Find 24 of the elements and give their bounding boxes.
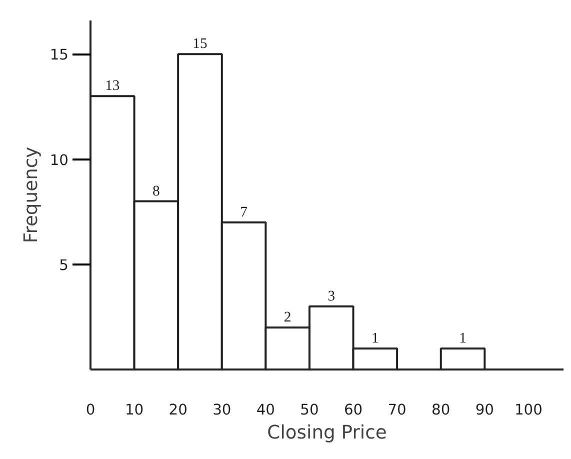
x-tick-label: 20 — [168, 402, 188, 418]
x-tick-label: 30 — [212, 402, 232, 418]
x-tick-label: 90 — [475, 402, 494, 418]
x-tick-label: 70 — [388, 402, 406, 418]
data-label: 7 — [240, 204, 248, 220]
data-label: 1 — [372, 330, 379, 346]
x-tick-label: 100 — [514, 402, 542, 418]
y-tick-label: 5 — [59, 256, 69, 274]
data-label: 2 — [284, 309, 292, 326]
y-tick-label: 10 — [50, 152, 69, 169]
data-label: 3 — [328, 288, 336, 304]
y-tick-label: 15 — [50, 46, 69, 64]
x-tick-label: 50 — [300, 402, 319, 418]
data-label: 15 — [192, 36, 208, 52]
x-tick-label: 40 — [256, 402, 276, 418]
data-label: 13 — [105, 78, 120, 94]
y-axis-title: Frequency — [20, 146, 42, 244]
data-label: 8 — [152, 183, 160, 200]
x-axis-title: Closing Price — [267, 422, 387, 444]
x-tick-label: 60 — [344, 402, 363, 418]
x-tick-label: 0 — [86, 402, 96, 418]
x-tick-label: 80 — [432, 402, 450, 418]
x-tick-label: 10 — [124, 402, 144, 418]
data-label: 1 — [459, 330, 466, 346]
